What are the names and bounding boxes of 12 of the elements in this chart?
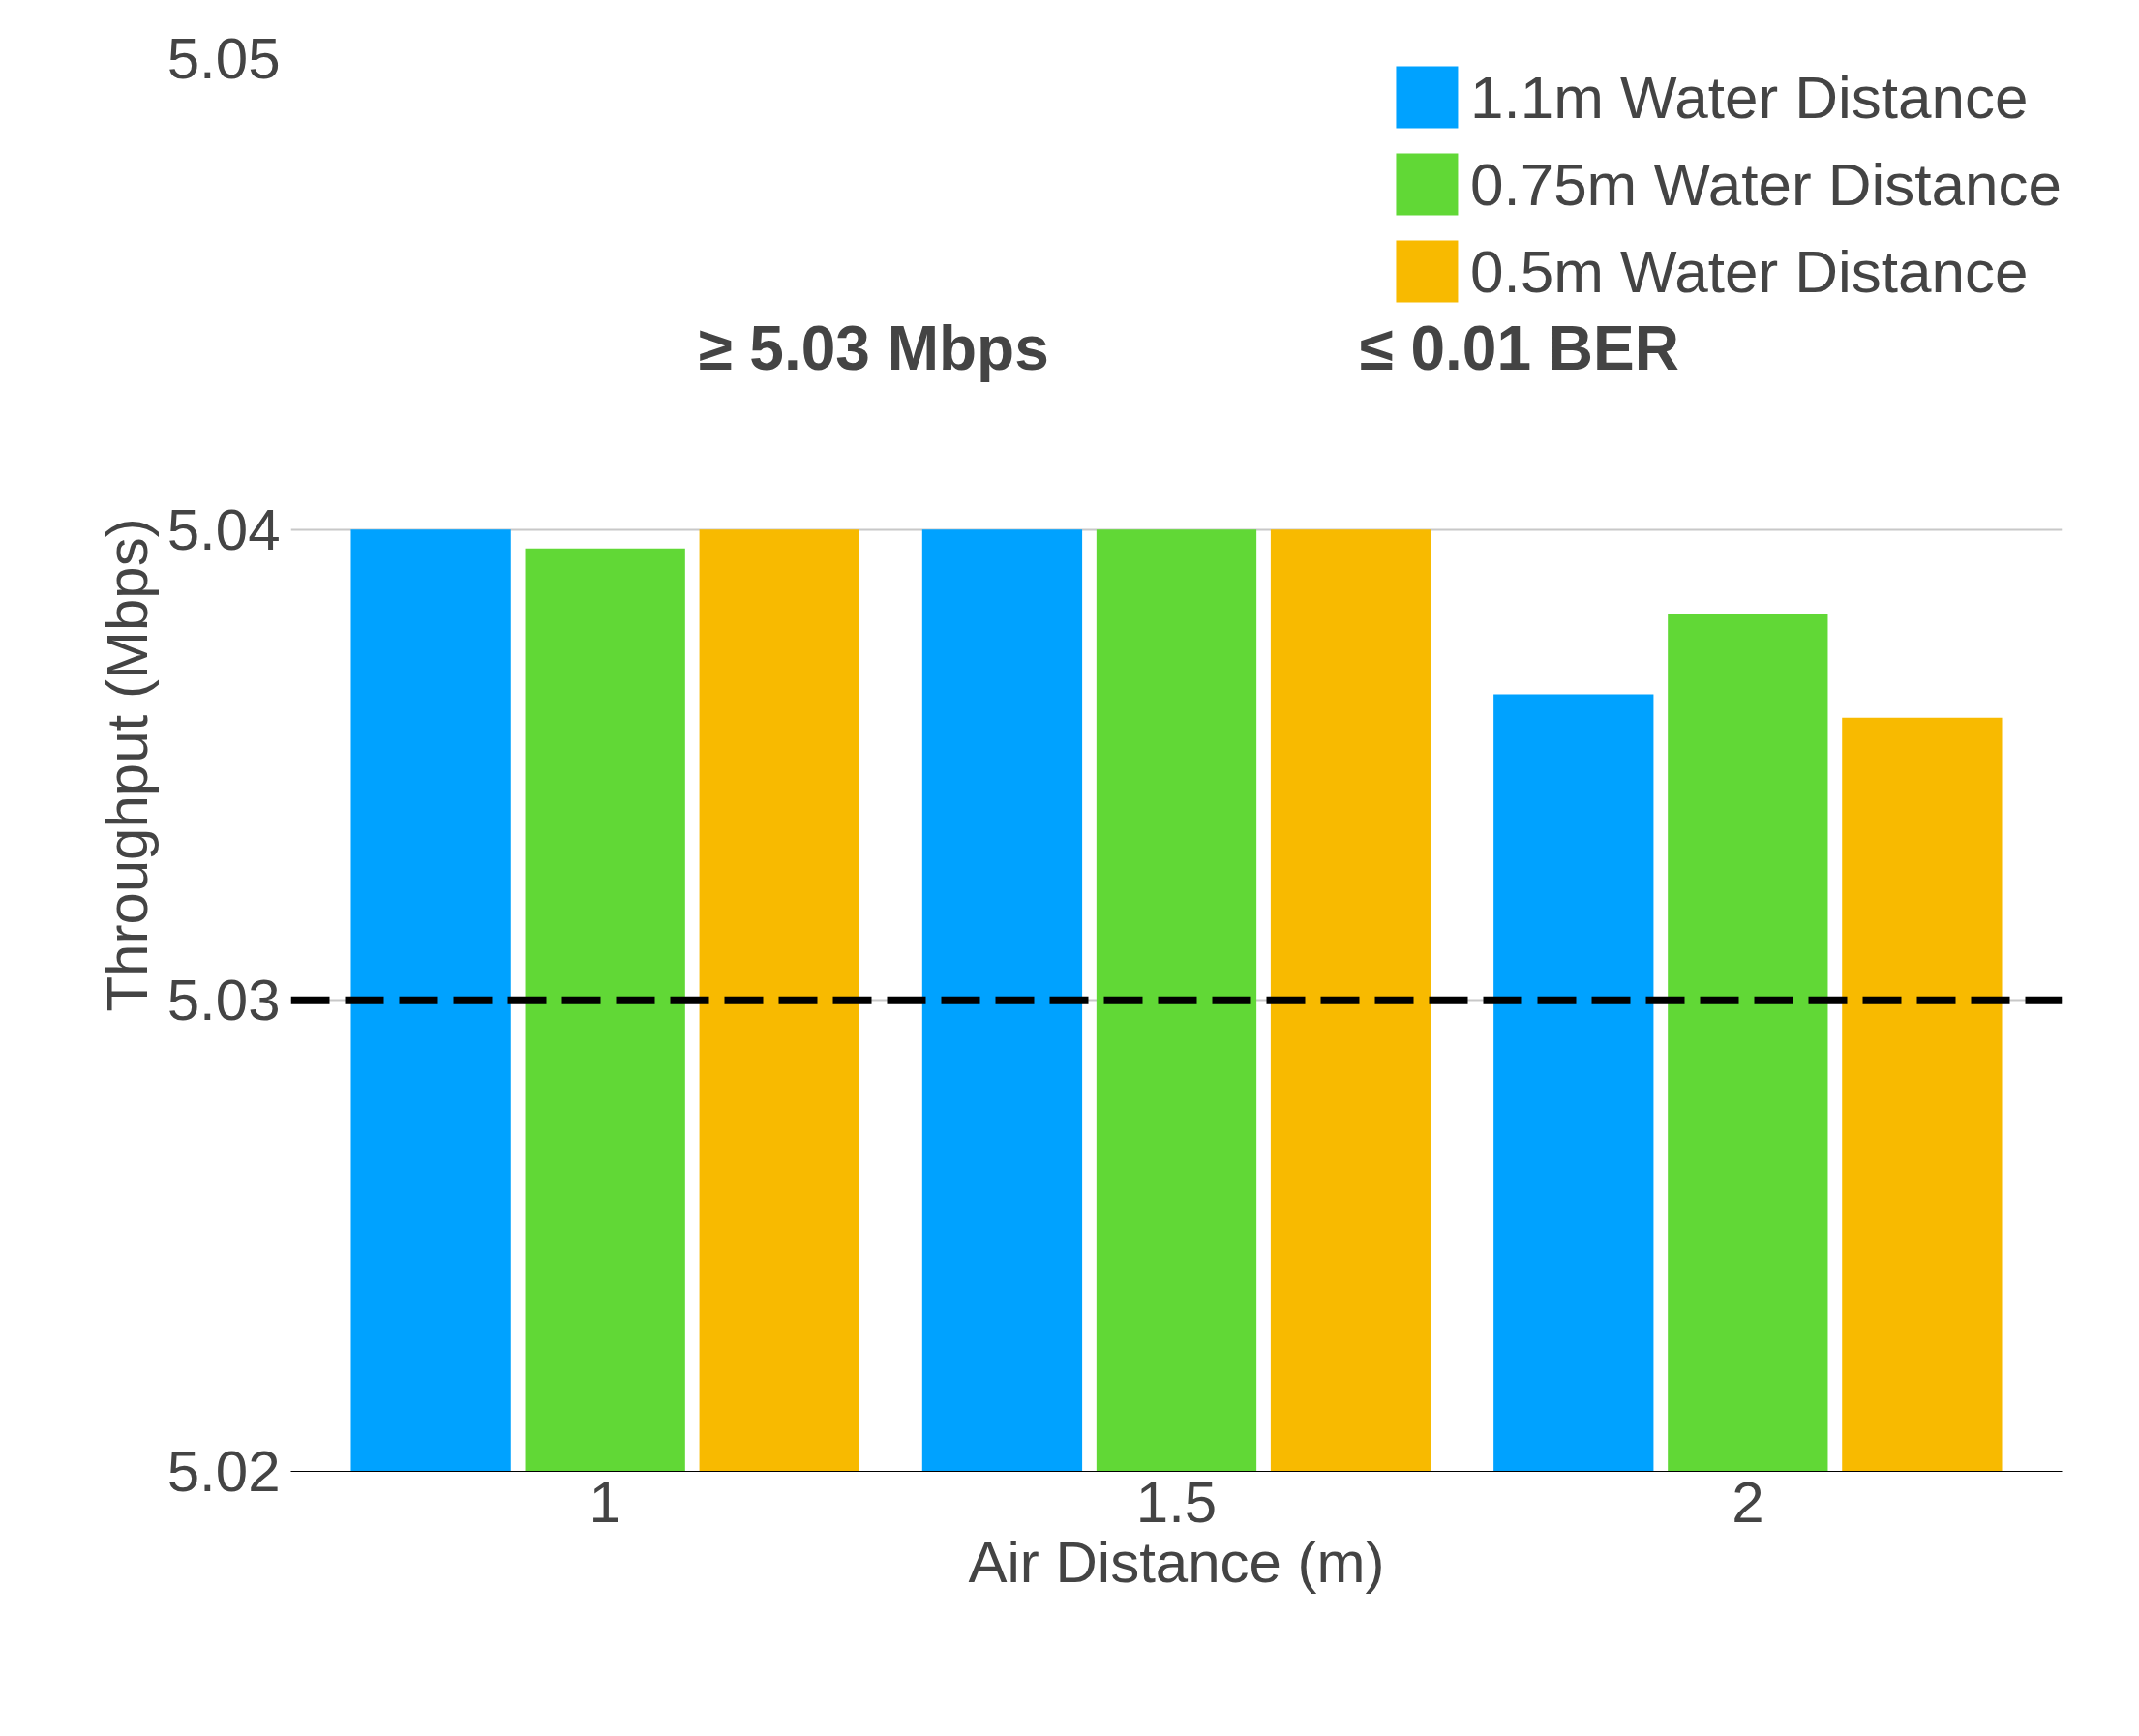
legend-label: 0.75m Water Distance <box>1469 149 2062 220</box>
y-axis-title: Throughput (Mbps) <box>94 518 160 1012</box>
annotation: ≥ 5.03 Mbps <box>698 314 1049 384</box>
y-tick-label: 5.05 <box>166 26 281 91</box>
y-tick-label: 5.04 <box>166 496 281 562</box>
x-tick-label: 2 <box>1732 1469 1764 1535</box>
annotation: ≤ 0.01 BER <box>1359 314 1679 384</box>
y-tick-label: 5.02 <box>166 1439 281 1504</box>
y-tick-label: 5.03 <box>166 968 281 1033</box>
x-tick-label: 1 <box>588 1469 621 1535</box>
legend-label: 0.5m Water Distance <box>1469 236 2029 307</box>
legend-label: 1.1m Water Distance <box>1469 62 2029 133</box>
